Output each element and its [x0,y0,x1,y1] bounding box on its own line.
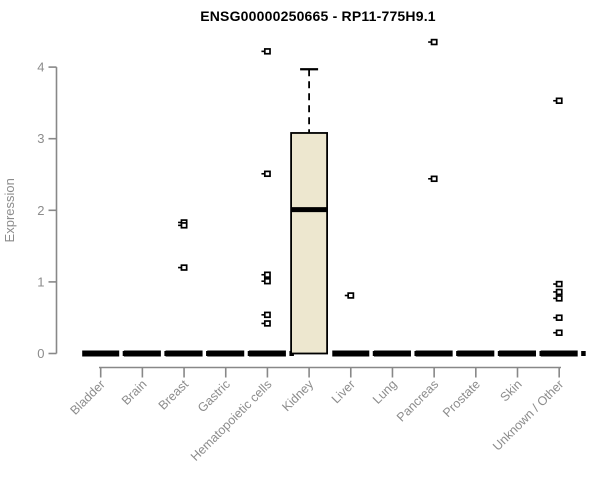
outlier-point [263,320,271,327]
collapsed-box [82,350,120,357]
outlier-point [430,175,438,183]
x-tick-label: Liver [329,377,358,406]
collapsed-box [123,350,161,357]
outlier-point [555,288,563,296]
y-tick-label: 3 [37,131,44,146]
outlier-point [430,38,438,46]
collapsed-box [165,350,203,357]
outlier-point [555,329,563,336]
y-tick-label: 0 [37,346,44,361]
outlier-point [263,277,271,285]
x-tick-label: Hematopoietic cells [188,377,275,464]
y-tick-label: 2 [37,203,44,218]
collapsed-box [540,350,578,357]
x-tick-label: Pancreas [394,377,441,424]
box-iqr [290,132,329,355]
outlier-point [263,271,271,278]
x-tick-label: Bladder [67,377,107,417]
collapsed-box [248,350,286,357]
outlier-point [263,311,271,319]
y-tick-label: 4 [37,60,44,75]
collapsed-box [373,350,411,357]
collapsed-box-cap [581,351,586,356]
outlier-point [555,295,563,302]
outlier-point [555,314,563,321]
collapsed-box [457,350,495,357]
x-tick-label: Gastric [195,377,233,415]
x-tick-label: Breast [156,377,192,413]
outlier-point [555,97,563,105]
outlier-point [263,170,271,178]
x-tick-label: Lung [370,377,400,407]
outlier-point [263,48,271,55]
collapsed-box [207,350,245,357]
outlier-point [180,222,188,229]
outlier-point [555,280,563,288]
collapsed-box [332,350,370,357]
x-tick-label: Skin [498,377,525,404]
x-tick-label: Brain [119,377,150,408]
x-tick-label: Prostate [440,377,483,420]
collapsed-box [499,350,536,357]
chart-title: ENSG00000250665 - RP11-775H9.1 [200,8,436,24]
collapsed-box [415,350,453,357]
y-axis-title: Expression [2,178,17,242]
y-tick-label: 1 [37,274,44,289]
outlier-point [180,264,188,271]
x-tick-label: Kidney [279,377,316,414]
x-tick-label: Unknown / Other [490,377,566,453]
outlier-point [347,292,355,299]
